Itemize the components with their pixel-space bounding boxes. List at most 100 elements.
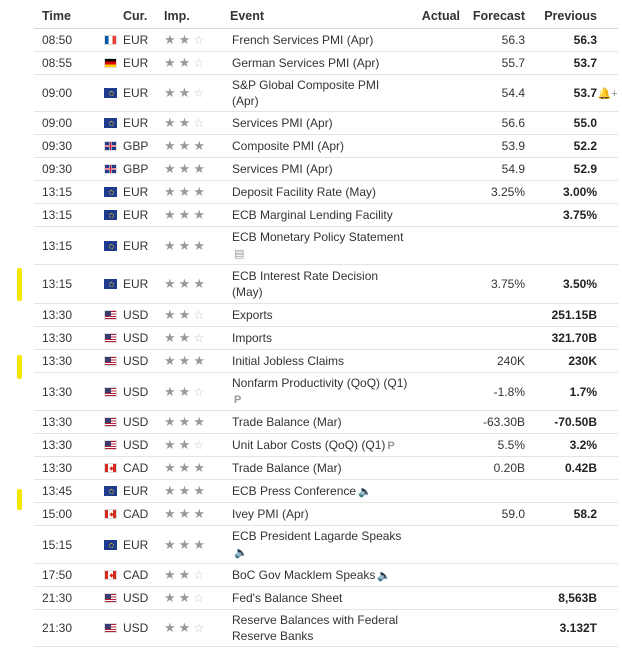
importance-star-filled-icon: ★ (164, 207, 179, 222)
table-row[interactable]: 09:00 EUR ★★☆ Services PMI (Apr) 56.6 55.0 (34, 111, 618, 135)
event-title[interactable]: ECB Press Conference (232, 483, 357, 498)
importance-star-filled-icon: ★ (178, 184, 194, 199)
event-title[interactable]: ECB Monetary Policy Statement (232, 230, 404, 244)
event-title[interactable]: Imports (232, 331, 273, 345)
importance-star-empty-icon: ☆ (193, 116, 208, 130)
speaker-icon[interactable]: 🔈 (358, 485, 372, 498)
col-header-event[interactable]: Event (230, 4, 409, 29)
importance-star-filled-icon: ★ (178, 85, 194, 100)
importance-star-empty-icon: ☆ (193, 86, 208, 100)
table-row[interactable]: 15:00 CAD ★★★ Ivey PMI (Apr) 59.0 58.2 (34, 502, 618, 526)
importance-star-filled-icon: ★ (164, 32, 179, 47)
event-title[interactable]: French Services PMI (Apr) (232, 33, 374, 47)
table-row[interactable]: 09:30 GBP ★★★ Services PMI (Apr) 54.9 52.9 (34, 157, 618, 181)
importance-star-filled-icon: ★ (178, 353, 194, 368)
importance-star-empty-icon: ☆ (193, 621, 208, 635)
event-title[interactable]: Services PMI (Apr) (232, 162, 333, 176)
event-actual (409, 134, 460, 158)
event-title[interactable]: ECB Interest Rate Decision (May) (232, 269, 379, 299)
event-title[interactable]: Trade Balance (Mar) (232, 415, 342, 429)
event-title[interactable]: Unit Labor Costs (QoQ) (Q1) (232, 437, 386, 452)
event-title[interactable]: Ivey PMI (Apr) (232, 507, 309, 521)
event-previous: 53.7 (525, 51, 597, 75)
table-row[interactable]: 13:30 USD ★★☆ Exports 251.15B (34, 303, 618, 327)
importance-star-filled-icon: ★ (178, 620, 194, 635)
table-row[interactable]: 08:50 EUR ★★☆ French Services PMI (Apr) 56.3… (34, 28, 618, 52)
event-title[interactable]: Services PMI (Apr) (232, 116, 333, 130)
event-previous: 3.00% (525, 180, 597, 204)
event-title[interactable]: Fed's Balance Sheet (232, 591, 343, 605)
table-row[interactable]: 21:30 USD ★★☆ Fed's Balance Sheet 8,563B (34, 586, 618, 610)
table-row[interactable]: 13:15 EUR ★★★ Deposit Facility Rate (May) 3.… (34, 180, 618, 204)
flag-us-icon (104, 310, 117, 320)
table-row[interactable]: 21:30 USD ★★☆ Reserve Balances with Federal… (34, 609, 618, 647)
event-time: 08:55 (34, 51, 104, 75)
table-row[interactable]: 13:30 CAD ★★★ Trade Balance (Mar) 0.20B 0.42B (34, 456, 618, 480)
importance-star-filled-icon: ★ (164, 85, 179, 100)
col-header-currency[interactable]: Cur. (123, 4, 164, 29)
event-title[interactable]: Exports (232, 308, 273, 322)
table-row[interactable]: 09:30 GBP ★★★ Composite PMI (Apr) 53.9 52.2 (34, 134, 618, 158)
speaker-icon[interactable]: 🔈 (377, 569, 392, 582)
importance-rating: ★★☆ (164, 433, 230, 457)
importance-rating: ★★★ (164, 410, 230, 434)
event-title[interactable]: Reserve Balances with Federal Reserve Ba… (232, 613, 399, 643)
importance-star-empty-icon: ☆ (193, 308, 208, 322)
importance-star-filled-icon: ★ (164, 237, 179, 253)
table-row[interactable]: 17:50 CAD ★★☆ BoC Gov Macklem Speaks 🔈 (34, 563, 618, 587)
col-header-time[interactable]: Time (34, 4, 104, 29)
event-actual (409, 372, 460, 411)
table-row[interactable]: 13:15 EUR ★★★ ECB Marginal Lending Facility… (34, 203, 618, 227)
importance-star-filled-icon: ★ (178, 32, 194, 47)
col-header-importance[interactable]: Imp. (164, 4, 230, 29)
flag-gb-icon (104, 141, 117, 151)
event-actual (409, 157, 460, 181)
event-time: 09:30 (34, 134, 104, 158)
table-row[interactable]: 13:30 USD ★★★ Initial Jobless Claims 240K 230… (34, 349, 618, 373)
event-title[interactable]: ECB President Lagarde Speaks (232, 529, 402, 543)
event-forecast: 3.25% (460, 180, 525, 204)
event-time: 17:50 (34, 563, 104, 587)
event-title[interactable]: Deposit Facility Rate (May) (232, 185, 377, 199)
event-time: 13:15 (34, 226, 104, 265)
table-row[interactable]: 13:30 USD ★★☆ Nonfarm Productivity (QoQ) (Q… (34, 372, 618, 411)
table-row[interactable]: 13:30 USD ★★☆ Unit Labor Costs (QoQ) (Q1) P 5… (34, 433, 618, 457)
importance-rating: ★★☆ (164, 563, 230, 587)
event-title[interactable]: BoC Gov Macklem Speaks (232, 567, 376, 582)
event-time: 15:00 (34, 502, 104, 526)
col-header-previous[interactable]: Previous (525, 4, 597, 29)
economic-calendar-table: Time Cur. Imp. Event Actual Forecast Pre… (34, 4, 618, 647)
event-actual (409, 586, 460, 610)
importance-star-filled-icon: ★ (164, 184, 179, 199)
importance-star-filled-icon: ★ (164, 460, 179, 475)
event-actual (409, 203, 460, 227)
table-row[interactable]: 13:45 EUR ★★★ ECB Press Conference 🔈 (34, 479, 618, 503)
event-title[interactable]: German Services PMI (Apr) (232, 56, 380, 70)
importance-star-filled-icon: ★ (164, 138, 179, 153)
event-currency: EUR (123, 226, 164, 265)
event-title[interactable]: ECB Marginal Lending Facility (232, 208, 393, 222)
event-title[interactable]: Nonfarm Productivity (QoQ) (Q1) (232, 376, 408, 390)
importance-star-filled-icon: ★ (178, 161, 194, 176)
table-row[interactable]: 13:15 EUR ★★★ ECB Interest Rate Decision (M… (34, 264, 618, 304)
table-row[interactable]: 13:30 USD ★★☆ Imports 321.70B (34, 326, 618, 350)
table-row[interactable]: 15:15 EUR ★★★ ECB President Lagarde Speaks 🔈 (34, 525, 618, 564)
event-currency: EUR (123, 479, 164, 503)
event-title[interactable]: Trade Balance (Mar) (232, 461, 342, 475)
table-row[interactable]: 08:55 EUR ★★☆ German Services PMI (Apr) 55.7… (34, 51, 618, 75)
table-row[interactable]: 13:15 EUR ★★★ ECB Monetary Policy Statement… (34, 226, 618, 265)
event-time: 13:15 (34, 180, 104, 204)
event-title[interactable]: Initial Jobless Claims (232, 354, 345, 368)
importance-star-filled-icon: ★ (178, 330, 194, 345)
event-previous: 8,563B (525, 586, 597, 610)
col-header-forecast[interactable]: Forecast (460, 4, 525, 29)
col-header-actual[interactable]: Actual (409, 4, 460, 29)
event-actual (409, 51, 460, 75)
event-title[interactable]: Composite PMI (Apr) (232, 139, 345, 153)
table-row[interactable]: 09:00 EUR ★★☆ S&P Global Composite PMI (Apr… (34, 74, 618, 112)
document-icon[interactable]: ▤ (234, 248, 245, 260)
table-row[interactable]: 13:30 USD ★★★ Trade Balance (Mar) -63.30B -70… (34, 410, 618, 434)
bell-alert-icon[interactable]: 🔔+ (597, 87, 618, 100)
event-title[interactable]: S&P Global Composite PMI (Apr) (232, 78, 380, 108)
speaker-icon[interactable]: 🔈 (234, 547, 248, 559)
